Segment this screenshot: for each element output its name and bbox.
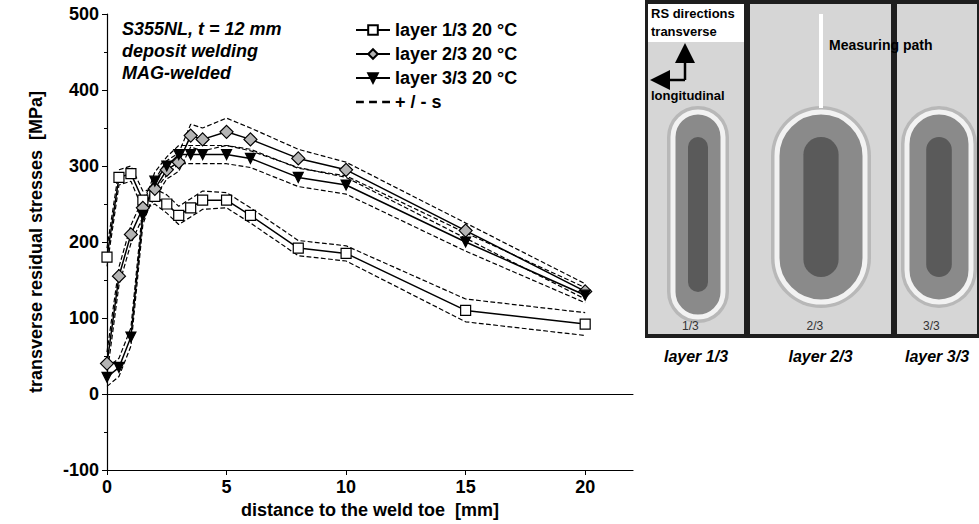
svg-text:300: 300 xyxy=(69,156,99,176)
svg-text:layer 3/3 20 °C: layer 3/3 20 °C xyxy=(395,68,517,88)
svg-text:2/3: 2/3 xyxy=(807,319,824,333)
svg-text:RS directions: RS directions xyxy=(651,6,735,21)
svg-text:+ / - s: + / - s xyxy=(395,92,442,112)
svg-text:MAG-welded: MAG-welded xyxy=(122,63,232,83)
svg-text:0: 0 xyxy=(102,477,112,497)
svg-text:layer 2/3 20 °C: layer 2/3 20 °C xyxy=(395,44,517,64)
svg-text:500: 500 xyxy=(69,4,99,24)
svg-text:200: 200 xyxy=(69,232,99,252)
svg-text:1/3: 1/3 xyxy=(682,319,699,333)
svg-text:transverse: transverse xyxy=(651,24,717,39)
svg-text:layer 3/3: layer 3/3 xyxy=(905,348,969,365)
svg-text:longitudinal: longitudinal xyxy=(651,88,725,103)
svg-text:5: 5 xyxy=(222,477,232,497)
svg-text:deposit welding: deposit welding xyxy=(122,41,258,61)
svg-text:0: 0 xyxy=(89,384,99,404)
svg-text:layer 2/3: layer 2/3 xyxy=(788,348,852,365)
svg-text:S355NL, t = 12 mm: S355NL, t = 12 mm xyxy=(122,19,282,39)
svg-text:layer 1/3 20 °C: layer 1/3 20 °C xyxy=(395,20,517,40)
svg-text:layer 1/3: layer 1/3 xyxy=(664,348,728,365)
svg-text:distance to the weld toe [mm]: distance to the weld toe [mm] xyxy=(241,500,499,520)
svg-text:20: 20 xyxy=(575,477,595,497)
svg-text:15: 15 xyxy=(456,477,476,497)
svg-text:transverse residual stresses: transverse residual stresses [MPa] xyxy=(26,91,46,393)
svg-text:400: 400 xyxy=(69,80,99,100)
svg-text:10: 10 xyxy=(336,477,356,497)
svg-text:3/3: 3/3 xyxy=(923,319,940,333)
svg-text:100: 100 xyxy=(69,308,99,328)
svg-text:-100: -100 xyxy=(63,460,99,480)
svg-text:Measuring path: Measuring path xyxy=(829,37,932,53)
